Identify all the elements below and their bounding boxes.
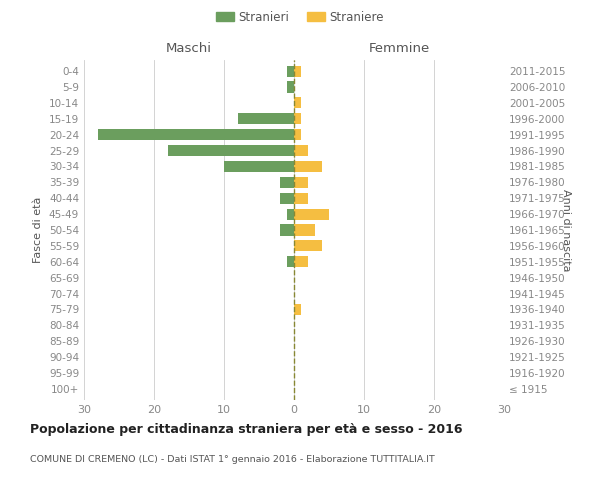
Bar	[280, 224, 294, 235]
Bar	[294, 66, 301, 76]
Bar	[294, 161, 322, 172]
Bar	[224, 161, 294, 172]
Y-axis label: Fasce di età: Fasce di età	[34, 197, 43, 263]
Bar	[98, 129, 294, 140]
Bar	[294, 192, 308, 204]
Bar	[294, 256, 308, 268]
Text: Maschi: Maschi	[166, 42, 212, 55]
Legend: Stranieri, Straniere: Stranieri, Straniere	[211, 6, 389, 28]
Bar	[294, 145, 308, 156]
Text: Popolazione per cittadinanza straniera per età e sesso - 2016: Popolazione per cittadinanza straniera p…	[30, 422, 463, 436]
Bar	[287, 82, 294, 92]
Bar	[294, 177, 308, 188]
Bar	[294, 98, 301, 108]
Bar	[294, 240, 322, 252]
Bar	[168, 145, 294, 156]
Bar	[287, 66, 294, 76]
Bar	[294, 224, 315, 235]
Bar	[287, 256, 294, 268]
Bar	[294, 129, 301, 140]
Text: Femmine: Femmine	[368, 42, 430, 55]
Bar	[294, 304, 301, 315]
Bar	[280, 177, 294, 188]
Y-axis label: Anni di nascita: Anni di nascita	[561, 188, 571, 271]
Text: COMUNE DI CREMENO (LC) - Dati ISTAT 1° gennaio 2016 - Elaborazione TUTTITALIA.IT: COMUNE DI CREMENO (LC) - Dati ISTAT 1° g…	[30, 455, 435, 464]
Bar	[294, 208, 329, 220]
Bar	[287, 208, 294, 220]
Bar	[238, 113, 294, 124]
Bar	[280, 192, 294, 204]
Bar	[294, 113, 301, 124]
